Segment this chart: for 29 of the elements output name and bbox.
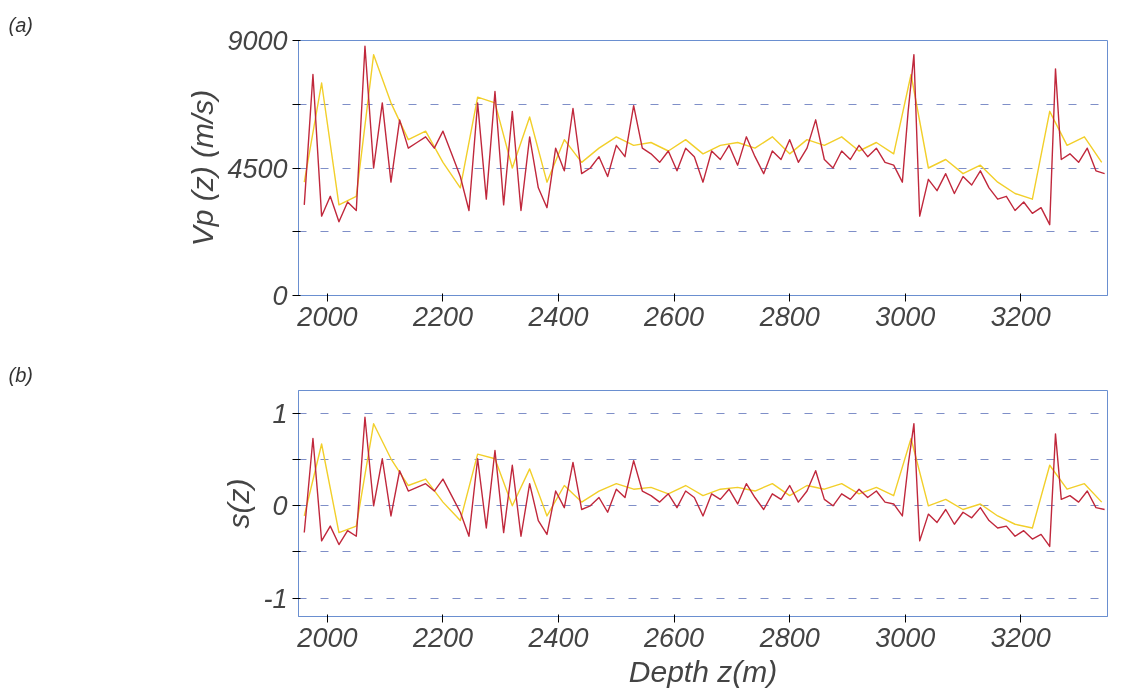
x-tick-label: 2000 [296, 301, 358, 332]
x-tick-label: 2200 [411, 301, 474, 332]
line-series [303, 45, 1106, 226]
y-tick-label: 4500 [227, 153, 288, 184]
y-tick-label: 9000 [227, 26, 288, 56]
text: (b) [8, 363, 33, 386]
y-tick-label: 1 [272, 399, 288, 430]
y-tick-label: 0 [272, 491, 288, 522]
x-tick-label: 3200 [990, 622, 1051, 653]
line-series [303, 416, 1106, 548]
x-axis-title: Depth z(m) [628, 654, 778, 688]
x-tick-label: 2200 [411, 622, 474, 653]
line-series [303, 423, 1103, 534]
x-tick-label: 3200 [990, 301, 1051, 332]
x-tick-label: 2400 [527, 622, 589, 653]
x-tick-label: 2600 [643, 301, 705, 332]
x-tick-label: 2800 [758, 622, 820, 653]
y-tick-label: 0 [272, 281, 288, 311]
x-tick-label: 2600 [643, 622, 705, 653]
x-tick-label: 3000 [875, 622, 936, 653]
text: (a) [8, 13, 33, 36]
line-series [303, 53, 1103, 206]
y-axis-title: s(z) [222, 478, 256, 529]
y-tick-label: -1 [263, 583, 288, 614]
x-tick-label: 2400 [527, 301, 589, 332]
y-axis-title: Vp (z) (m/s) [186, 89, 220, 247]
x-tick-label: 3000 [875, 301, 936, 332]
x-tick-label: 2800 [758, 301, 820, 332]
x-tick-label: 2000 [296, 622, 358, 653]
